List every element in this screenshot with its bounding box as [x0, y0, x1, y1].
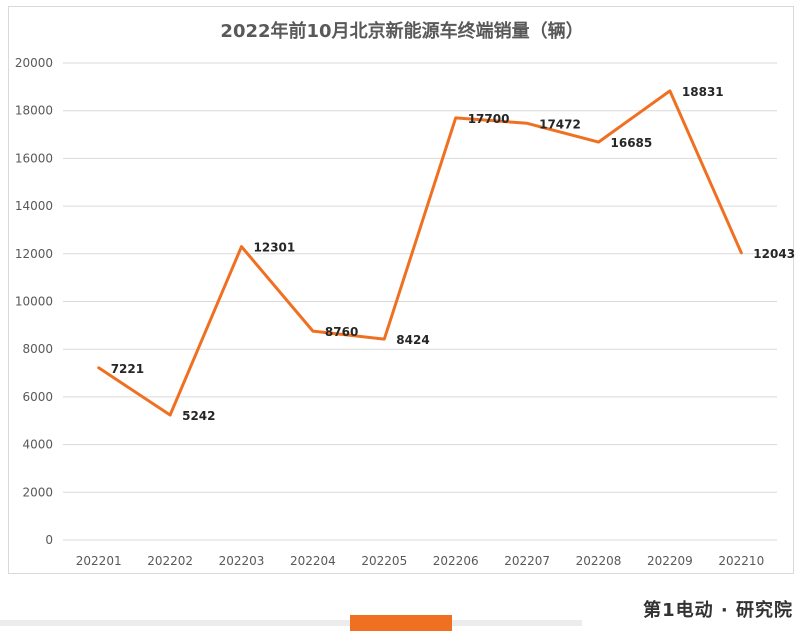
- y-tick-label: 8000: [22, 342, 53, 356]
- y-tick-label: 14000: [15, 199, 53, 213]
- footer-brand-logo: 第1电动 · 研究院: [643, 600, 793, 621]
- y-tick-label: 18000: [15, 104, 53, 118]
- footer-divider-right: [452, 620, 582, 626]
- x-tick-label: 202201: [76, 554, 122, 568]
- line-chart: 2022年前10月北京新能源车终端销量（辆） 0 2000 4000 6000 8000…: [15, 20, 795, 568]
- data-label: 8424: [396, 333, 429, 347]
- grid-lines: [63, 62, 777, 541]
- y-tick-label: 20000: [15, 56, 53, 70]
- y-tick-label: 4000: [22, 438, 53, 452]
- y-tick-label: 12000: [15, 247, 53, 261]
- x-tick-label: 202202: [147, 554, 193, 568]
- y-tick-label: 16000: [15, 151, 53, 165]
- data-label: 16685: [611, 136, 653, 150]
- x-tick-label: 202208: [576, 554, 622, 568]
- series-line: [97, 89, 743, 417]
- x-tick-label: 202205: [361, 554, 407, 568]
- chart-frame: 2022年前10月北京新能源车终端销量（辆） 0 2000 4000 6000 8000…: [8, 6, 795, 574]
- x-tick-label: 202209: [647, 554, 693, 568]
- y-tick-label: 10000: [15, 295, 53, 309]
- x-axis-ticks: 202201 202202 202203 202204 202205 202206 2022…: [76, 554, 764, 568]
- x-tick-label: 202203: [219, 554, 265, 568]
- data-label: 17472: [539, 117, 581, 131]
- footer-divider-left: [0, 620, 350, 626]
- x-tick-label: 202204: [290, 554, 336, 568]
- x-tick-label: 202210: [718, 554, 764, 568]
- x-tick-label: 202206: [433, 554, 479, 568]
- y-tick-label: 2000: [22, 485, 53, 499]
- data-label: 12043: [753, 247, 795, 261]
- data-labels: 7221 5242 12301 8760 8424 17700 17472 16685 1883…: [111, 85, 795, 423]
- footer-accent-bar: [350, 615, 452, 631]
- data-label: 18831: [682, 85, 724, 99]
- data-label: 8760: [325, 325, 358, 339]
- data-label: 12301: [254, 241, 296, 255]
- chart-title: 2022年前10月北京新能源车终端销量（辆）: [220, 20, 583, 42]
- series-line-group: [97, 89, 743, 417]
- y-axis-ticks: 0 2000 4000 6000 8000 10000 12000 14000 16000 180…: [15, 56, 53, 547]
- data-label: 5242: [182, 409, 215, 423]
- data-label: 17700: [468, 112, 510, 126]
- y-tick-label: 0: [45, 533, 53, 547]
- y-tick-label: 6000: [22, 390, 53, 404]
- data-label: 7221: [111, 362, 144, 376]
- x-tick-label: 202207: [504, 554, 550, 568]
